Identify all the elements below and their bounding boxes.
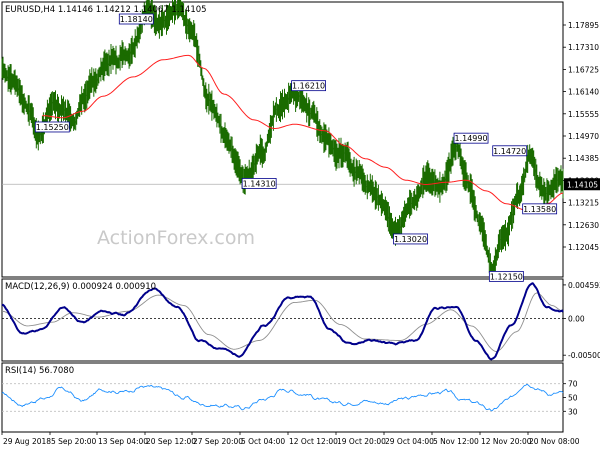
annotation-label: 1.13580 (523, 205, 556, 214)
axis-layer: 1.17895 1.17310 1.16725 1.16140 1.15555 1.149… (1, 21, 600, 446)
price-line (2, 6, 564, 270)
x-tick-label: 19 Oct 20:00 (337, 437, 386, 446)
macd-label: MACD(12,26,9) 0.000924 0.000910 (5, 282, 156, 292)
ohlc-header: EURUSD,H4 1.14146 1.14212 1.14067 1.1410… (5, 5, 207, 15)
rsi-line (1, 383, 564, 412)
annotation-label: 1.14720 (493, 147, 526, 156)
annotation-box (118, 13, 154, 25)
annotation-label: 1.13020 (394, 235, 427, 244)
rsi-tick-label: 70 (568, 380, 578, 389)
annotation-box (393, 233, 428, 245)
x-tick-label: 5 Oct 04:00 (241, 437, 285, 446)
annotation-box (492, 145, 528, 157)
annotation-label: 1.14990 (454, 134, 487, 143)
x-tick-label: 29 Oct 04:00 (385, 437, 434, 446)
x-tick-label: 20 Sep 12:00 (146, 437, 196, 446)
macd-signal-line (1, 292, 564, 352)
macd-tick-label: 0.004593 (568, 281, 600, 290)
series-layer (1, 0, 564, 412)
macd-line (1, 282, 564, 361)
x-tick-label: 29 Aug 2018 (3, 437, 51, 446)
price-tick-label: 1.12045 (568, 243, 599, 252)
current-price-label: 1.14105 (567, 180, 598, 189)
x-tick-label: 13 Sep 04:00 (98, 437, 148, 446)
annotation-box (241, 178, 277, 189)
rsi-tick-label: 50 (568, 394, 578, 403)
annotation-box (291, 80, 326, 92)
watermark-text: ActionForex.com (97, 227, 255, 249)
x-tick-label: 5 Nov 12:00 (433, 437, 479, 446)
rsi-label: RSI(14) 56.7080 (5, 366, 74, 376)
price-tick-label: 1.16140 (568, 88, 599, 97)
annotation-label: 1.16210 (292, 82, 325, 91)
annotation-label: 1.12150 (490, 272, 523, 281)
annotation-label: 1.18140 (120, 15, 153, 24)
rsi-tick-label: 30 (568, 407, 578, 416)
annotation-label: 1.14310 (243, 179, 276, 188)
annotation-box (453, 132, 489, 144)
x-tick-label: 12 Nov 20:00 (481, 437, 532, 446)
price-tick-label: 1.15555 (568, 110, 599, 119)
price-tick-label: 1.17310 (568, 43, 599, 52)
x-tick-label: 12 Oct 12:00 (289, 437, 338, 446)
annotation-box (522, 203, 558, 215)
x-tick-label: 27 Sep 20:00 (193, 437, 243, 446)
price-tick-label: 1.13215 (568, 199, 599, 208)
annotation-box (488, 270, 524, 282)
panel-frame-3 (1, 362, 564, 433)
price-tick-label: 1.14385 (568, 154, 599, 163)
sma-line (42, 54, 564, 211)
watermark-layer: ActionForex.com (97, 227, 255, 249)
x-tick-label: 20 Nov 08:00 (529, 437, 580, 446)
annotation-box (34, 121, 70, 133)
price-tick-label: 1.12630 (568, 221, 599, 230)
panel-frame-2 (1, 278, 564, 362)
current-price-badge (564, 178, 600, 191)
macd-tick-label: -0.005006 (568, 351, 600, 360)
macd-tick-label: 0.00 (568, 315, 585, 324)
price-tick-label: 1.16725 (568, 65, 599, 74)
price-tick-label: 1.17895 (568, 21, 599, 30)
header-layer: EURUSD,H4 1.14146 1.14212 1.14067 1.1410… (5, 5, 207, 376)
annotation-layer: 1.15250 1.18140 1.14310 1.16210 1.13020 1.149… (34, 13, 558, 282)
price-tick-label: 1.14970 (568, 132, 599, 141)
annotation-label: 1.15250 (36, 123, 69, 132)
x-tick-label: 5 Sep 20:00 (51, 437, 97, 446)
